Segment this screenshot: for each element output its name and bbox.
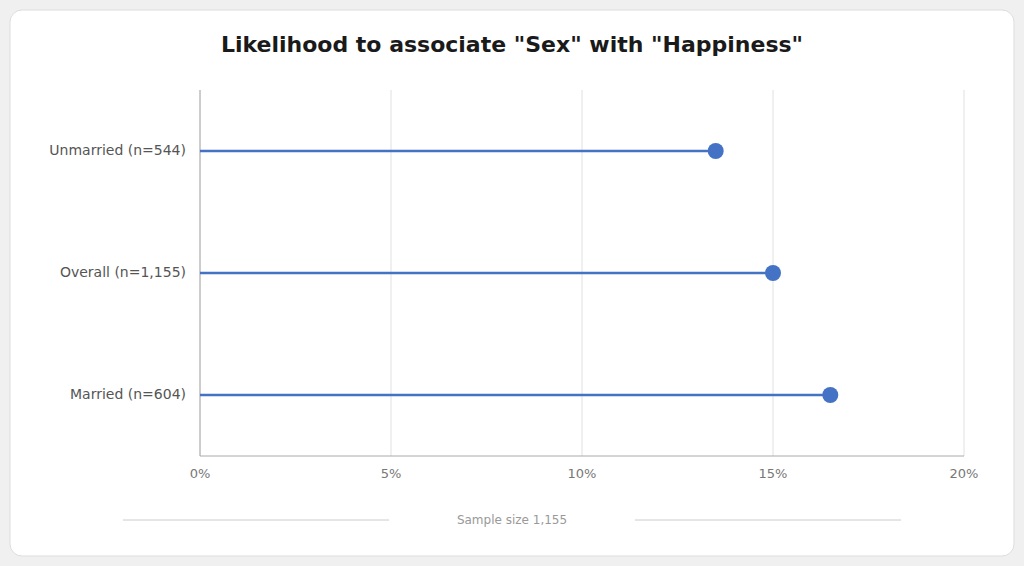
y-tick-label: Overall (n=1,155): [60, 264, 186, 280]
x-tick-label: 15%: [759, 466, 788, 481]
footnote: Sample size 1,155: [457, 513, 567, 527]
grid: [200, 90, 964, 456]
x-tick-label: 20%: [950, 466, 979, 481]
card: [10, 10, 1014, 556]
x-tick-label: 5%: [381, 466, 402, 481]
grid-line: [964, 90, 965, 456]
x-tick-label: 10%: [568, 466, 597, 481]
chart-container: Likelihood to associate "Sex" with "Happ…: [0, 0, 1024, 566]
chart-title: Likelihood to associate "Sex" with "Happ…: [221, 32, 803, 57]
footnote-rule: [635, 520, 901, 521]
chart-svg: Likelihood to associate "Sex" with "Happ…: [0, 0, 1024, 566]
x-axis-line: [200, 456, 964, 457]
lollipop-stem: [200, 150, 716, 153]
footnote-rule: [123, 520, 389, 521]
lollipop-dot: [822, 387, 838, 403]
lollipop-dot: [708, 143, 724, 159]
lollipop-stem: [200, 272, 773, 275]
y-tick-label: Married (n=604): [70, 386, 186, 402]
marks: [200, 143, 838, 403]
y-tick-label: Unmarried (n=544): [49, 142, 186, 158]
x-tick-label: 0%: [190, 466, 211, 481]
lollipop-stem: [200, 394, 830, 397]
lollipop-dot: [765, 265, 781, 281]
